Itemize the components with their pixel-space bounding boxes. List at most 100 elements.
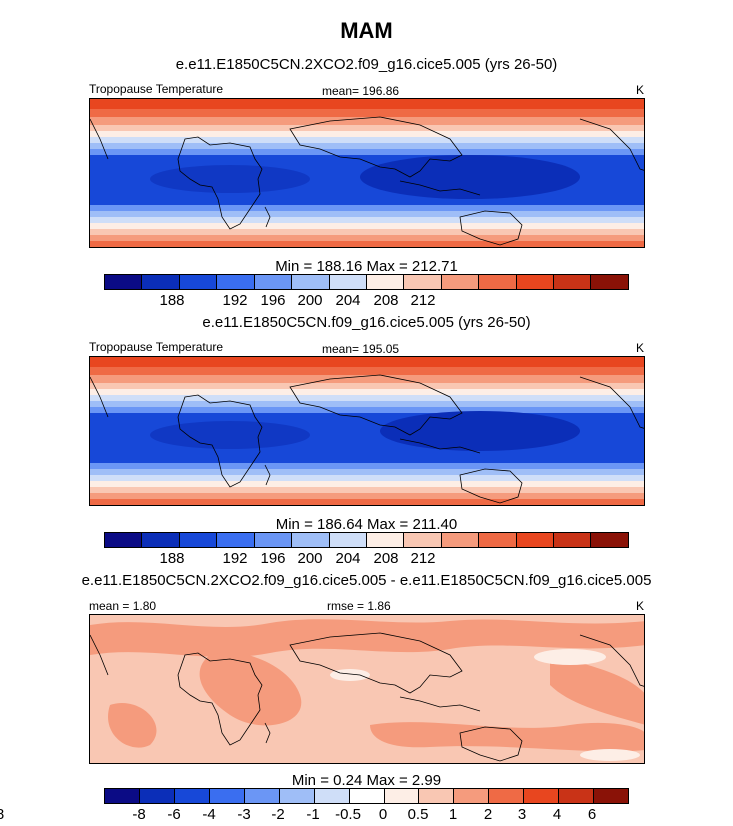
colorbar-swatch (591, 533, 628, 547)
colorbar-swatch (559, 789, 595, 803)
colorbar-swatch (105, 533, 143, 547)
panel1-units: K (636, 83, 645, 97)
colorbar-tick-label: 188 (159, 550, 185, 567)
colorbar-swatch (479, 275, 517, 289)
panel1-map-svg (90, 99, 644, 247)
colorbar-tick-label: -6 (167, 806, 181, 823)
colorbar-tick-label: 192 (222, 550, 248, 567)
panel2-colorbar-ticks: 188 192 196 200 204 208 212 (0, 550, 733, 570)
colorbar-swatch (454, 789, 490, 803)
colorbar-swatch (279, 789, 315, 803)
panel2-mean-label: mean= 195.05 (322, 342, 400, 356)
colorbar-swatch (554, 275, 592, 289)
colorbar-swatch (594, 789, 629, 803)
colorbar-swatch (179, 275, 218, 289)
panel3-mean-label: mean = 1.80 (89, 599, 157, 613)
panel2-left-label: Tropopause Temperature (89, 340, 224, 354)
colorbar-swatch (209, 789, 245, 803)
panel3-colorbar (104, 788, 629, 804)
colorbar-swatch (329, 275, 367, 289)
colorbar-swatch (419, 789, 455, 803)
panel3-stats: Min = 0.24 Max = 2.99 (291, 772, 442, 789)
panel1-mean-label: mean= 196.86 (322, 84, 400, 98)
panel3-map-svg (90, 615, 644, 763)
panel2-stats: Min = 186.64 Max = 211.40 (275, 516, 458, 533)
colorbar-swatch (174, 789, 210, 803)
colorbar-tick-label: 2 (483, 806, 493, 823)
colorbar-tick-label: 8 (0, 806, 4, 823)
colorbar-tick-label: 6 (587, 806, 597, 823)
panel2-case-title: e.e11.E1850C5CN.f09_g16.cice5.005 (yrs 2… (202, 314, 531, 331)
colorbar-tick-label: 4 (552, 806, 562, 823)
colorbar-swatch (254, 275, 293, 289)
colorbar-tick-label: -3 (237, 806, 251, 823)
colorbar-swatch (217, 275, 255, 289)
panel1-map (89, 98, 645, 248)
main-title: MAM (340, 18, 393, 43)
colorbar-swatch (142, 275, 180, 289)
panel3-rmse-label: rmse = 1.86 (327, 599, 391, 613)
colorbar-swatch (244, 789, 280, 803)
colorbar-swatch (384, 789, 420, 803)
colorbar-tick-label: 188 (159, 292, 185, 309)
colorbar-tick-label: 208 (373, 292, 399, 309)
colorbar-swatch (329, 533, 367, 547)
colorbar-swatch (105, 275, 143, 289)
colorbar-swatch (404, 275, 442, 289)
colorbar-tick-label: 192 (222, 292, 248, 309)
colorbar-tick-label: -8 (132, 806, 146, 823)
panel2-colorbar (104, 532, 629, 548)
colorbar-swatch (479, 533, 517, 547)
panel1-colorbar (104, 274, 629, 290)
colorbar-swatch (217, 533, 255, 547)
colorbar-tick-label: -2 (271, 806, 285, 823)
panel1-left-label: Tropopause Temperature (89, 82, 224, 96)
colorbar-swatch (366, 275, 405, 289)
colorbar-swatch (349, 789, 385, 803)
colorbar-swatch (489, 789, 525, 803)
colorbar-swatch (366, 533, 405, 547)
colorbar-swatch (105, 789, 140, 803)
colorbar-tick-label: 0.5 (407, 806, 429, 823)
panel3-map (89, 614, 645, 764)
colorbar-tick-label: 204 (335, 292, 361, 309)
colorbar-swatch (142, 533, 180, 547)
colorbar-swatch (554, 533, 592, 547)
panel1-colorbar-ticks: 188 192 196 200 204 208 212 (0, 292, 733, 312)
colorbar-tick-label: 200 (297, 550, 323, 567)
colorbar-tick-label: 208 (373, 550, 399, 567)
colorbar-tick-label: 196 (260, 292, 286, 309)
panel2-map (89, 356, 645, 506)
colorbar-swatch (179, 533, 218, 547)
colorbar-tick-label: 196 (260, 550, 286, 567)
colorbar-swatch (524, 789, 560, 803)
colorbar-tick-label: 204 (335, 550, 361, 567)
panel3-colorbar-ticks: -8 -6 -4 -3 -2 -1 -0.5 0 0.5 1 2 3 4 6 8 (0, 806, 733, 826)
colorbar-swatch (139, 789, 175, 803)
colorbar-tick-label: 212 (410, 292, 436, 309)
colorbar-swatch (441, 533, 480, 547)
colorbar-tick-label: 1 (448, 806, 458, 823)
panel1-case-title: e.e11.E1850C5CN.2XCO2.f09_g16.cice5.005 … (175, 56, 558, 73)
colorbar-swatch (404, 533, 442, 547)
colorbar-tick-label: 200 (297, 292, 323, 309)
colorbar-swatch (516, 533, 555, 547)
colorbar-tick-label: 212 (410, 550, 436, 567)
panel2-units: K (636, 341, 645, 355)
colorbar-tick-label: -1 (306, 806, 320, 823)
colorbar-tick-label: 0 (378, 806, 388, 823)
colorbar-swatch (441, 275, 480, 289)
colorbar-tick-label: -0.5 (335, 806, 361, 823)
colorbar-swatch (516, 275, 555, 289)
panel3-units: K (636, 599, 645, 613)
colorbar-swatch (292, 275, 330, 289)
colorbar-swatch (254, 533, 293, 547)
panel1-stats: Min = 188.16 Max = 212.71 (275, 258, 458, 275)
panel3-case-title: e.e11.E1850C5CN.2XCO2.f09_g16.cice5.005 … (81, 572, 652, 589)
panel2-map-svg (90, 357, 644, 505)
colorbar-tick-label: 3 (517, 806, 527, 823)
colorbar-tick-label: -4 (202, 806, 216, 823)
colorbar-swatch (314, 789, 350, 803)
colorbar-swatch (591, 275, 628, 289)
colorbar-swatch (292, 533, 330, 547)
